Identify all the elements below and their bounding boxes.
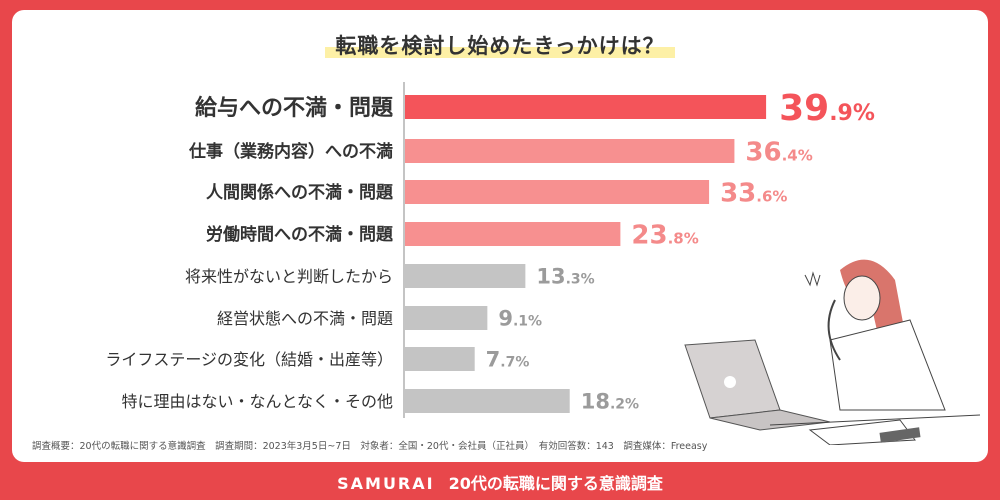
bar <box>405 347 475 371</box>
bar <box>405 264 526 288</box>
category-label: 給与への不満・問題 <box>195 95 394 121</box>
footer: SAMURAI 20代の転職に関する意識調査 <box>0 470 1000 494</box>
value-label: 13.3% <box>536 265 594 289</box>
value-label: 33.6% <box>720 178 787 208</box>
survey-note: 調査概要：20代の転職に関する意識調査 調査期間：2023年3月5日~7日 対象… <box>32 441 708 452</box>
value-label: 7.7% <box>486 348 530 372</box>
samurai-logo: SAMURAI <box>337 474 435 493</box>
bar <box>405 139 735 163</box>
category-label: 人間関係への不満・問題 <box>206 182 394 203</box>
category-label: 経営状態への不満・問題 <box>217 309 393 328</box>
value-label: 23.8% <box>631 220 698 250</box>
footer-text: 20代の転職に関する意識調査 <box>448 474 663 493</box>
value-label: 39.9% <box>779 88 875 129</box>
value-label: 18.2% <box>581 390 639 414</box>
category-label: ライフステージの変化（結婚・出産等） <box>105 350 393 369</box>
stressed-woman-illustration <box>684 259 981 445</box>
category-label: 仕事（業務内容）への不満 <box>188 141 393 162</box>
bar-chart: 給与への不満・問題 39.9% 仕事（業務内容）への不満 36.4% 人間関係への不満・… <box>105 82 875 418</box>
bar <box>405 222 621 246</box>
value-label: 9.1% <box>498 307 542 331</box>
bar <box>405 306 488 330</box>
category-label: 特に理由はない・なんとなく・その他 <box>121 392 393 411</box>
category-label: 将来性がないと判断したから <box>185 267 393 286</box>
chart-title: 転職を検討し始めたきっかけは？ <box>0 30 1000 60</box>
category-label: 労働時間への不満・問題 <box>206 224 394 245</box>
value-label: 36.4% <box>745 137 812 167</box>
bar <box>405 95 767 119</box>
title-text: 転職を検討し始めたきっかけは？ <box>325 34 675 58</box>
bar <box>405 180 710 204</box>
bar <box>405 389 570 413</box>
